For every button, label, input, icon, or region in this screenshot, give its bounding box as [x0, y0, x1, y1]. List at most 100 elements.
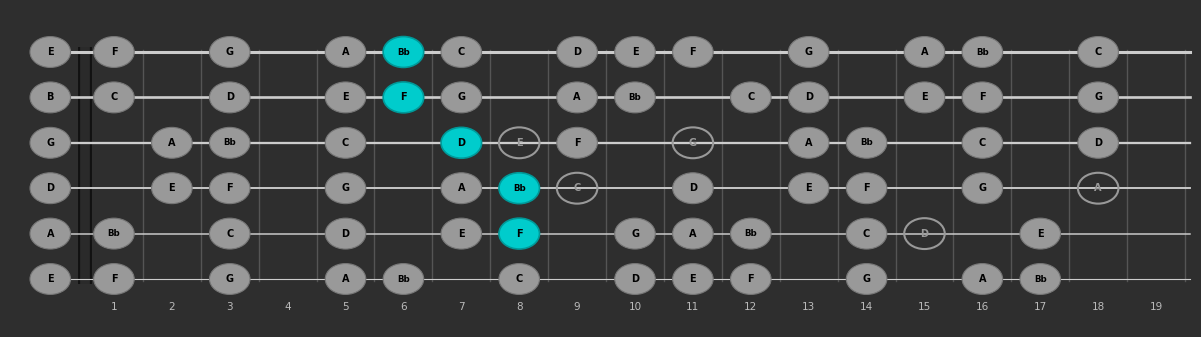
Text: F: F: [516, 228, 522, 239]
Text: C: C: [574, 183, 581, 193]
Text: A: A: [168, 138, 175, 148]
Ellipse shape: [325, 173, 366, 204]
Text: E: E: [516, 138, 522, 148]
Text: G: G: [689, 138, 697, 148]
Text: C: C: [979, 138, 986, 148]
Ellipse shape: [498, 173, 539, 204]
Ellipse shape: [962, 173, 1003, 204]
Text: E: E: [47, 274, 54, 284]
Text: A: A: [805, 138, 812, 148]
Text: A: A: [342, 47, 349, 57]
Text: Bb: Bb: [976, 48, 988, 57]
Ellipse shape: [209, 127, 250, 158]
Text: F: F: [979, 92, 986, 102]
Ellipse shape: [904, 36, 945, 67]
Ellipse shape: [673, 218, 713, 249]
Text: Bb: Bb: [398, 48, 410, 57]
Text: Bb: Bb: [513, 184, 526, 193]
Text: 18: 18: [1092, 302, 1105, 312]
Ellipse shape: [847, 264, 886, 295]
Ellipse shape: [557, 127, 597, 158]
Text: Bb: Bb: [860, 138, 873, 147]
Text: G: G: [47, 138, 54, 148]
Ellipse shape: [1020, 218, 1060, 249]
Ellipse shape: [383, 264, 424, 295]
Ellipse shape: [962, 127, 1003, 158]
Text: Bb: Bb: [745, 229, 757, 238]
Text: 4: 4: [285, 302, 291, 312]
Ellipse shape: [383, 36, 424, 67]
Ellipse shape: [962, 264, 1003, 295]
Ellipse shape: [151, 127, 192, 158]
Text: 16: 16: [975, 302, 988, 312]
Text: G: G: [341, 183, 349, 193]
Ellipse shape: [209, 82, 250, 113]
Ellipse shape: [1077, 82, 1118, 113]
Ellipse shape: [788, 36, 829, 67]
Text: F: F: [864, 183, 870, 193]
Text: 11: 11: [686, 302, 699, 312]
Ellipse shape: [1077, 127, 1118, 158]
Ellipse shape: [673, 36, 713, 67]
Text: F: F: [689, 47, 697, 57]
Text: F: F: [400, 92, 407, 102]
Text: A: A: [689, 228, 697, 239]
Text: A: A: [573, 92, 581, 102]
Text: E: E: [47, 47, 54, 57]
Ellipse shape: [441, 173, 482, 204]
Text: A: A: [47, 228, 54, 239]
Text: B: B: [47, 92, 54, 102]
Text: D: D: [47, 183, 54, 193]
Ellipse shape: [30, 218, 71, 249]
Text: 15: 15: [918, 302, 931, 312]
Ellipse shape: [30, 264, 71, 295]
Text: 1: 1: [110, 302, 118, 312]
Ellipse shape: [94, 36, 135, 67]
Ellipse shape: [30, 173, 71, 204]
Text: F: F: [110, 274, 118, 284]
Ellipse shape: [1020, 264, 1060, 295]
Ellipse shape: [498, 264, 539, 295]
Text: C: C: [515, 274, 522, 284]
Text: 17: 17: [1034, 302, 1047, 312]
Ellipse shape: [94, 82, 135, 113]
Text: E: E: [921, 92, 928, 102]
Ellipse shape: [325, 82, 366, 113]
Text: E: E: [806, 183, 812, 193]
Text: B: B: [46, 92, 54, 102]
Ellipse shape: [209, 173, 250, 204]
Text: 5: 5: [342, 302, 348, 312]
Text: F: F: [110, 47, 118, 57]
Text: C: C: [1094, 47, 1101, 57]
Text: G: G: [46, 138, 54, 148]
Text: Bb: Bb: [223, 138, 237, 147]
Ellipse shape: [730, 264, 771, 295]
Text: F: F: [574, 138, 580, 148]
Text: G: G: [1094, 92, 1103, 102]
Ellipse shape: [673, 173, 713, 204]
Ellipse shape: [615, 218, 656, 249]
Text: E: E: [632, 47, 638, 57]
Text: D: D: [805, 92, 813, 102]
Text: G: G: [226, 274, 234, 284]
Ellipse shape: [730, 82, 771, 113]
Text: D: D: [458, 138, 465, 148]
Text: A: A: [46, 228, 54, 239]
Ellipse shape: [788, 82, 829, 113]
Text: D: D: [689, 183, 697, 193]
Ellipse shape: [94, 264, 135, 295]
Text: G: G: [458, 92, 465, 102]
Ellipse shape: [30, 82, 71, 113]
Text: D: D: [631, 274, 639, 284]
Text: E: E: [168, 183, 175, 193]
Text: 6: 6: [400, 302, 407, 312]
Text: E: E: [689, 274, 697, 284]
Ellipse shape: [30, 127, 71, 158]
Text: 13: 13: [802, 302, 815, 312]
Ellipse shape: [325, 218, 366, 249]
Ellipse shape: [209, 264, 250, 295]
Ellipse shape: [847, 218, 886, 249]
Ellipse shape: [441, 36, 482, 67]
Text: Bb: Bb: [628, 93, 641, 102]
Text: D: D: [46, 183, 54, 193]
